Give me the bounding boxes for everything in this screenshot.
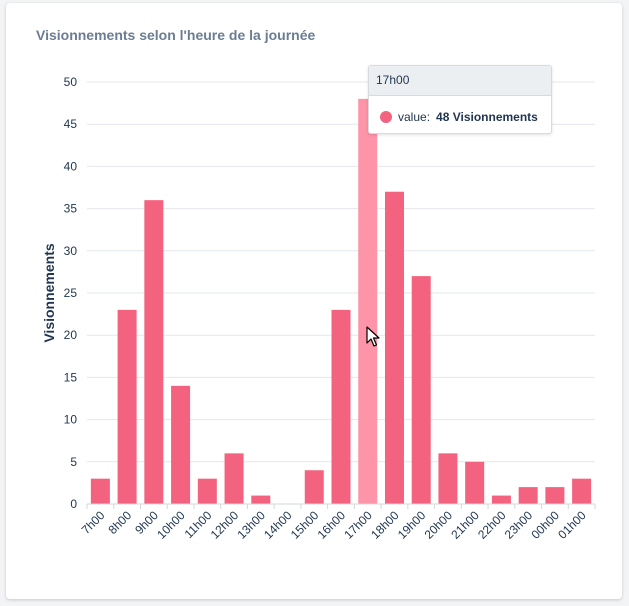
y-tick-label: 40 xyxy=(64,159,78,173)
tooltip-label: value: xyxy=(398,110,431,124)
x-tick-label: 19h00 xyxy=(395,508,429,542)
x-tick-label: 22h00 xyxy=(475,508,509,542)
x-tick-label: 8h00 xyxy=(105,508,134,537)
x-tick-label: 13h00 xyxy=(234,508,268,542)
x-tick-label: 17h00 xyxy=(341,508,375,542)
y-axis-title: Visionnements xyxy=(41,243,57,343)
y-tick-label: 35 xyxy=(64,202,78,216)
bar xyxy=(411,276,431,504)
y-tick-label: 10 xyxy=(64,413,78,427)
bar xyxy=(518,487,538,504)
y-tick-label: 0 xyxy=(70,497,77,511)
bar xyxy=(197,478,217,504)
chart-title: Visionnements selon l'heure de la journé… xyxy=(36,27,316,43)
x-tick-label: 21h00 xyxy=(448,508,482,542)
x-tick-label: 11h00 xyxy=(182,508,215,541)
y-tick-label: 20 xyxy=(64,328,78,342)
bar xyxy=(304,470,324,504)
x-tick-label: 12h00 xyxy=(208,508,242,542)
bar xyxy=(465,461,485,504)
y-tick-label: 5 xyxy=(70,455,77,469)
bar xyxy=(171,385,191,504)
bar xyxy=(438,453,458,504)
bar xyxy=(251,495,271,504)
bar xyxy=(358,98,378,504)
bar xyxy=(224,453,244,504)
tooltip-value: 48 Visionnements xyxy=(436,110,538,124)
y-tick-label: 25 xyxy=(64,286,78,300)
bar xyxy=(90,478,110,504)
x-tick-label: 01h00 xyxy=(555,508,589,542)
x-tick-label: 7h00 xyxy=(79,508,108,537)
y-tick-label: 15 xyxy=(64,370,78,384)
x-tick-label: 10h00 xyxy=(154,508,188,542)
mouse-pointer-icon xyxy=(366,326,380,347)
bar xyxy=(384,191,404,504)
bar xyxy=(117,309,137,504)
bar xyxy=(545,487,565,504)
y-tick-label: 50 xyxy=(64,75,78,89)
x-tick-label: 16h00 xyxy=(315,508,349,542)
y-tick-label: 30 xyxy=(64,244,78,258)
bar xyxy=(491,495,511,504)
x-tick-label: 23h00 xyxy=(502,508,536,542)
x-tick-label: 20h00 xyxy=(422,508,456,542)
series-dot-icon xyxy=(380,111,392,123)
chart-tooltip: 17h00 value: 48 Visionnements xyxy=(368,65,552,134)
bar xyxy=(331,309,351,504)
bar xyxy=(144,200,164,504)
tooltip-title: 17h00 xyxy=(369,66,551,96)
x-tick-label: 15h00 xyxy=(288,508,322,542)
y-tick-label: 45 xyxy=(64,117,78,131)
tooltip-row: value: 48 Visionnements xyxy=(380,109,538,125)
x-tick-label: 14h00 xyxy=(261,508,295,542)
x-tick-label: 00h00 xyxy=(529,508,563,542)
x-tick-label: 18h00 xyxy=(368,508,402,542)
bar xyxy=(572,478,592,504)
